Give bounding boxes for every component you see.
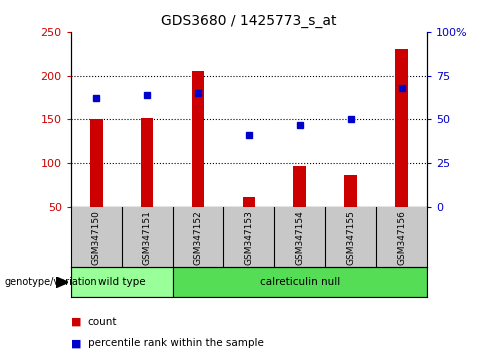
Bar (192, 71, 204, 207)
Text: GSM347154: GSM347154 (295, 210, 305, 264)
Bar (293, 166, 306, 207)
Text: calreticulin null: calreticulin null (260, 277, 340, 287)
Bar (71, 267, 173, 297)
Polygon shape (56, 277, 68, 287)
Text: wild type: wild type (98, 277, 145, 287)
Bar (395, 50, 408, 207)
Bar (173, 267, 427, 297)
Text: GSM347151: GSM347151 (142, 210, 152, 265)
Text: GSM347155: GSM347155 (346, 210, 355, 265)
Bar (243, 196, 255, 207)
Bar (345, 175, 357, 207)
Text: GSM347156: GSM347156 (397, 210, 406, 265)
Text: genotype/variation: genotype/variation (5, 277, 98, 287)
Text: count: count (88, 317, 117, 327)
Bar (90, 120, 102, 207)
Text: GSM347153: GSM347153 (244, 210, 253, 265)
Bar (141, 118, 153, 207)
Text: percentile rank within the sample: percentile rank within the sample (88, 338, 264, 348)
Text: ■: ■ (71, 317, 85, 327)
Title: GDS3680 / 1425773_s_at: GDS3680 / 1425773_s_at (161, 14, 337, 28)
Text: ■: ■ (71, 338, 85, 348)
Text: GSM347150: GSM347150 (92, 210, 101, 265)
Text: GSM347152: GSM347152 (193, 210, 203, 264)
